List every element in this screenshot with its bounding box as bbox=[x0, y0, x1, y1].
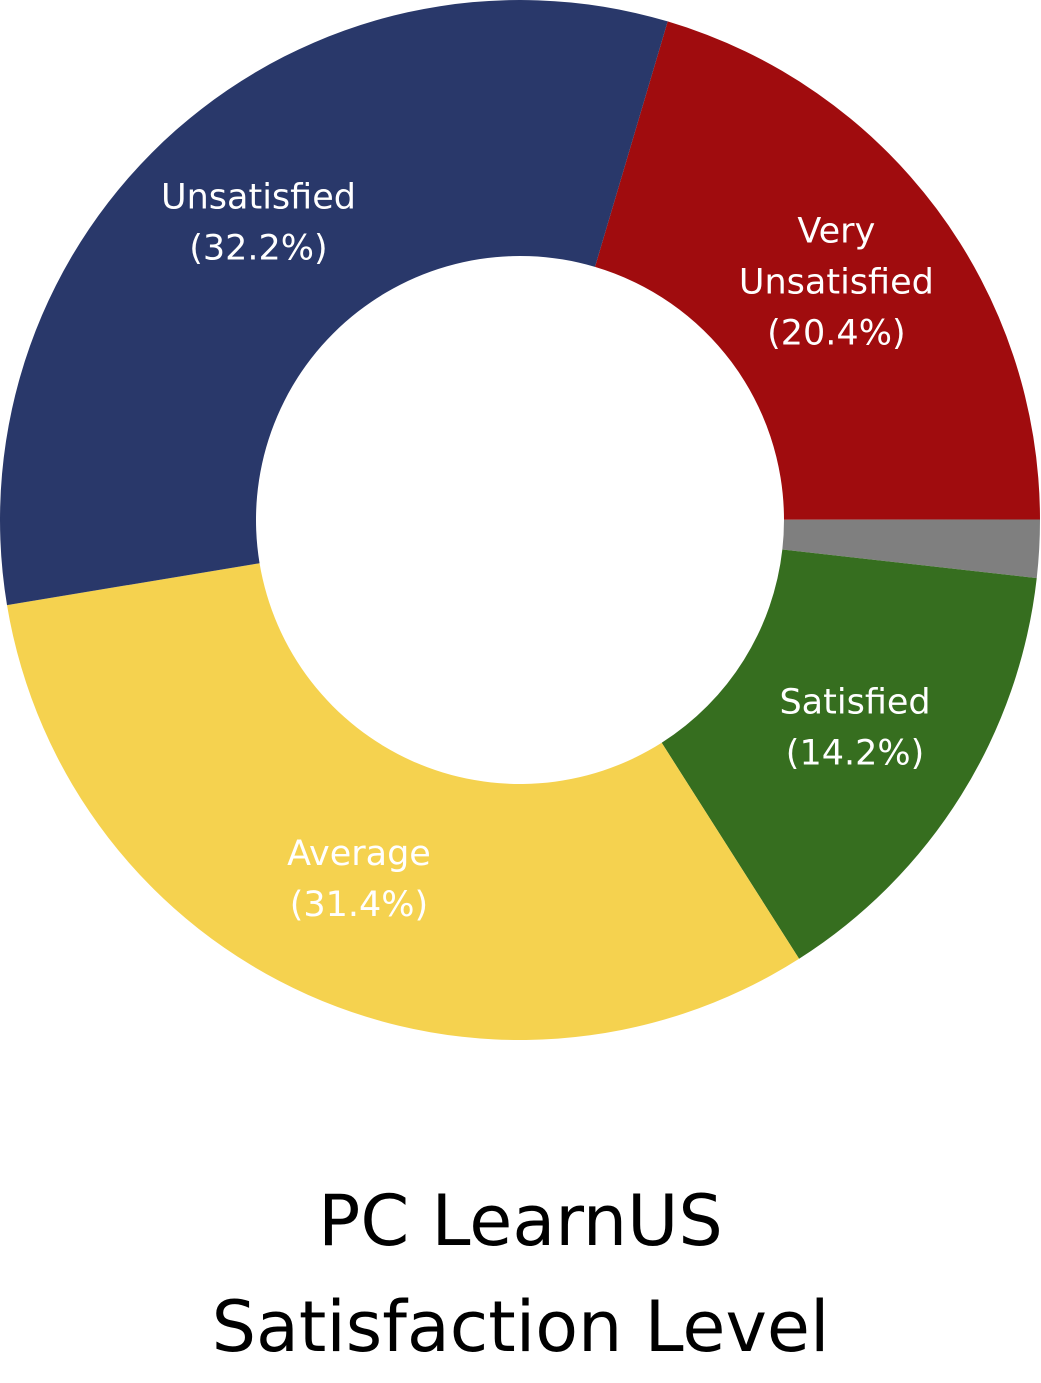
slice-label-0-line-0: Very bbox=[797, 211, 875, 251]
slice-label-2-line-1: (14.2%) bbox=[786, 734, 925, 774]
donut-slice-0 bbox=[594, 21, 1040, 520]
donut-slice-4 bbox=[0, 0, 668, 606]
chart-title-line-1: PC LearnUS bbox=[318, 1180, 723, 1262]
donut-slice-2 bbox=[661, 549, 1037, 959]
slice-label-4-line-1: (32.2%) bbox=[189, 228, 328, 268]
slice-label-4: Unsatisfied (32.2%) bbox=[161, 177, 356, 268]
donut-chart: Very Unsatisfied (20.4%) Satisfied (14.2%) Av… bbox=[0, 0, 1040, 1040]
slice-label-3: Average (31.4%) bbox=[287, 834, 431, 925]
slice-label-0-line-2: (20.4%) bbox=[767, 313, 906, 353]
slice-label-2: Satisfied (14.2%) bbox=[779, 683, 930, 774]
slice-label-3-line-0: Average bbox=[287, 834, 431, 874]
slice-label-0-line-1: Unsatisfied bbox=[739, 262, 934, 302]
donut-slices bbox=[0, 0, 1040, 1040]
slice-label-2-line-0: Satisfied bbox=[779, 683, 930, 723]
chart-title: PC LearnUS Satisfaction Level bbox=[0, 1168, 1041, 1380]
slice-label-4-line-0: Unsatisfied bbox=[161, 177, 356, 217]
chart-title-line-2: Satisfaction Level bbox=[211, 1286, 830, 1368]
slice-labels: Very Unsatisfied (20.4%) Satisfied (14.2%) Av… bbox=[161, 177, 934, 925]
donut-slice-1 bbox=[782, 519, 1040, 579]
slice-label-0: Very Unsatisfied (20.4%) bbox=[739, 211, 934, 353]
slice-label-3-line-1: (31.4%) bbox=[290, 885, 429, 925]
donut-slice-3 bbox=[7, 563, 800, 1040]
